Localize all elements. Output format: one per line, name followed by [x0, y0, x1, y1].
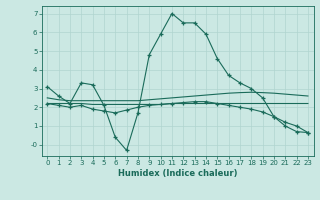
X-axis label: Humidex (Indice chaleur): Humidex (Indice chaleur)	[118, 169, 237, 178]
